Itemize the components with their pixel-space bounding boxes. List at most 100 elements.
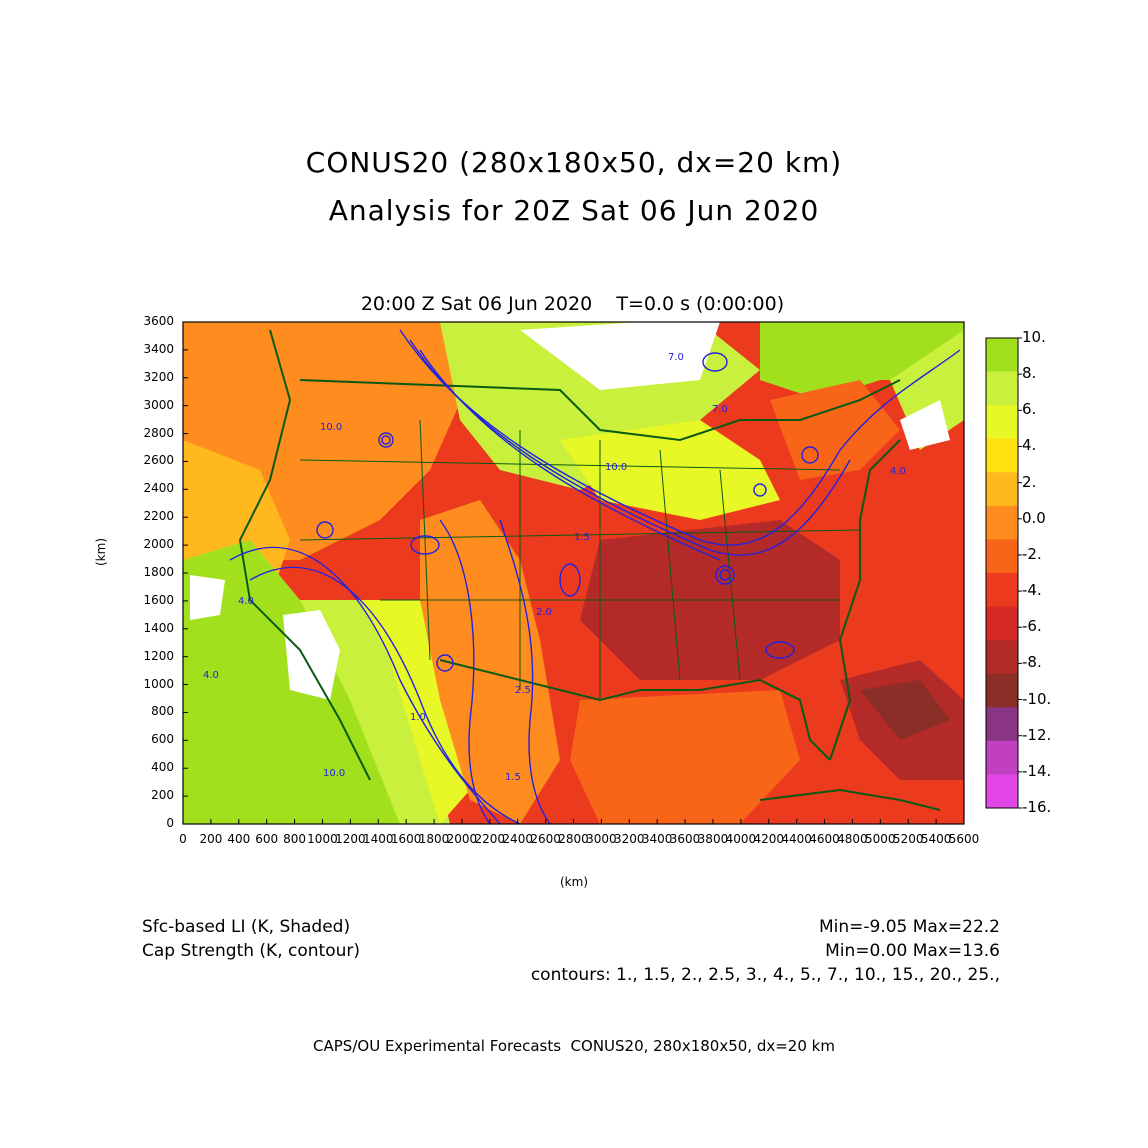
contour-line-5: [249, 566, 521, 824]
shaded-field-stats: Min=-9.05 Max=22.2: [818, 917, 1000, 937]
contour-field-description: Cap Strength (K, contour): [142, 941, 360, 961]
x-tick-label: 400: [227, 832, 251, 846]
y-tick-label: 200: [151, 788, 174, 803]
x-tick-label: 2800: [558, 832, 589, 846]
contour-ring-7: [702, 352, 728, 372]
contour-value-label: 1.0: [410, 712, 426, 723]
contour-ring-2b: [719, 569, 731, 581]
colorbar-swatch: [986, 707, 1018, 742]
contour-line-1: [399, 329, 961, 546]
x-tick-label: 3800: [697, 832, 729, 846]
colorbar-label: 2.: [1022, 472, 1037, 491]
colorbar-label: 8.: [1022, 364, 1037, 383]
contour-value-label: 2.0: [536, 607, 552, 618]
colorbar-label: -2.: [1022, 544, 1042, 563]
y-tick-label: 1600: [143, 592, 174, 607]
x-tick-label: 1000: [307, 832, 338, 846]
colorbar-label: -12.: [1022, 725, 1052, 744]
colorbar-swatch: [986, 606, 1018, 641]
colorbar-swatch: [986, 539, 1018, 574]
colorbar-swatch: [986, 371, 1018, 406]
x-tick-label: 3200: [614, 832, 645, 846]
contour-value-label: 7.0: [668, 352, 684, 363]
contour-ring-1b: [381, 435, 391, 445]
x-tick-label: 800: [283, 832, 307, 846]
x-tick-label: 4200: [753, 832, 785, 846]
x-tick-label: 1800: [418, 832, 450, 846]
east-coastline: [829, 439, 901, 761]
y-tick-label: 2800: [143, 425, 174, 440]
shaded-field-description: Sfc-based LI (K, Shaded): [142, 917, 351, 937]
y-tick-label: 600: [151, 732, 174, 747]
contour-value-label: 4.0: [203, 670, 219, 681]
colorbar-swatch: [986, 505, 1018, 540]
colorbar-swatch: [986, 438, 1018, 473]
contour-value-labels: 7.0 4.0 4.0 10.0 10.0 2.5 1.5 1.0 7.0 10…: [203, 352, 906, 783]
contour-value-label: 4.0: [238, 596, 254, 607]
valid-time-label: 20:00 Z Sat 06 Jun 2020 T=0.0 s (0:00:00…: [360, 293, 785, 315]
colorbar-swatch: [986, 640, 1018, 675]
li-region-white-patch1: [283, 610, 340, 700]
li-region-atlantic-darkest: [860, 680, 950, 740]
x-tick-label: 5400: [920, 832, 952, 846]
colorbar-swatch: [986, 338, 1018, 373]
y-axis-ticks: [183, 321, 188, 825]
li-region-gulf-orange: [570, 690, 800, 824]
y-tick-label: 1800: [143, 565, 174, 579]
li-region-yellow-band: [360, 600, 470, 824]
contour-field-stats: Min=0.00 Max=13.6: [825, 941, 1000, 961]
gulf-coastline: [439, 659, 831, 761]
x-tick-label: 200: [199, 832, 223, 846]
colorbar-label: -8.: [1022, 653, 1042, 672]
x-tick-label: 3000: [586, 832, 617, 846]
us-canada-border: [299, 379, 901, 442]
colorbar-label: 10.: [1022, 328, 1046, 346]
colorbar-swatch: [986, 573, 1018, 608]
colorbar-swatch: [986, 673, 1018, 708]
colorbar-frame: [985, 337, 1019, 809]
x-tick-label: 4000: [725, 832, 757, 846]
colorbar-label: 6.: [1022, 400, 1037, 419]
contour-ring-5: [316, 521, 334, 539]
y-tick-label: 3400: [143, 341, 174, 356]
contour-value-label: 1.5: [574, 532, 590, 543]
li-region-white-patch2: [190, 575, 225, 620]
x-tick-label: 2400: [502, 832, 533, 846]
li-region-canada-white: [520, 322, 720, 390]
west-coastline: [238, 329, 371, 781]
x-tick-label: 1600: [390, 832, 422, 846]
x-tick-label: 3600: [669, 832, 701, 846]
contour-line-4: [229, 546, 501, 824]
caribbean-islands: [759, 788, 941, 811]
contour-ring-2: [715, 565, 735, 585]
colorbar-label: -14.: [1022, 761, 1052, 780]
cap-strength-contours: [229, 329, 961, 824]
x-tick-label: 1400: [362, 832, 394, 846]
contour-levels: contours: 1., 1.5, 2., 2.5, 3., 4., 5., …: [530, 965, 1000, 985]
contour-value-label: 7.0: [712, 404, 728, 415]
colorbar-label: -16.: [1022, 798, 1052, 816]
x-tick-label: 0: [179, 832, 187, 846]
y-tick-label: 1000: [143, 676, 174, 691]
x-tick-label: 5200: [892, 832, 924, 846]
x-tick-label: 4400: [781, 832, 812, 846]
y-tick-label: 1400: [143, 620, 174, 635]
figure-title-line2: Analysis for 20Z Sat 06 Jun 2020: [328, 194, 820, 227]
y-tick-label: 800: [151, 704, 174, 719]
x-tick-label: 5600: [948, 832, 980, 846]
y-tick-label: 3000: [143, 397, 174, 412]
x-tick-label: 600: [255, 832, 279, 846]
colorbar: [986, 337, 1022, 809]
y-tick-label: 2400: [143, 481, 174, 496]
contour-value-label: 10.0: [323, 768, 345, 779]
y-tick-label: 2200: [143, 509, 174, 524]
contour-value-label: 2.5: [515, 685, 531, 696]
contour-line-7: [499, 519, 551, 824]
contour-ring-9: [559, 563, 581, 597]
colorbar-label: -4.: [1022, 581, 1042, 600]
colorbar-label: -6.: [1022, 617, 1042, 636]
y-axis-label: (km): [94, 537, 108, 566]
y-tick-label: 2000: [143, 537, 174, 552]
colorbar-label: -10.: [1022, 689, 1052, 708]
contour-ring-6: [801, 446, 819, 464]
